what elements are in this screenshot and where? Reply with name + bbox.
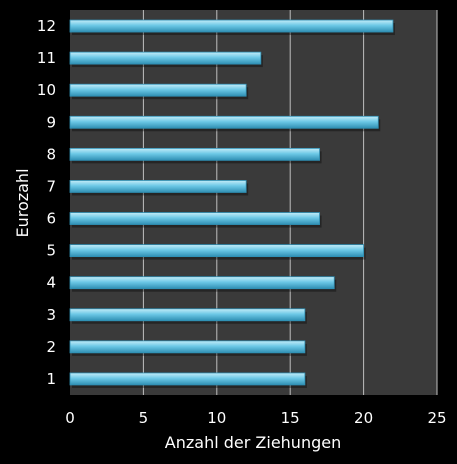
bar-2 [69,340,306,354]
y-tick-label-6: 6 [46,210,56,228]
y-tick-label-10: 10 [37,81,56,99]
bar-10 [69,83,247,97]
y-tick-label-5: 5 [46,242,56,260]
y-tick-label-7: 7 [46,177,56,195]
bar-11 [69,51,262,65]
y-tick-label-4: 4 [46,274,56,292]
y-tick-label-1: 1 [46,370,56,388]
bar-1 [69,372,306,386]
x-tick-labels: 0 5 10 15 20 25 [65,409,446,427]
bar-4 [69,276,335,290]
y-tick-label-2: 2 [46,338,56,356]
y-axis-title: Eurozahl [13,168,32,237]
x-tick-label-25: 25 [427,409,446,427]
gridlines [142,10,438,395]
y-tick-label-8: 8 [46,145,56,163]
x-tick-label-10: 10 [207,409,226,427]
x-tick-label-15: 15 [281,409,300,427]
bar-9 [69,115,379,129]
y-tick-label-12: 12 [37,17,56,35]
bar-5 [69,244,365,258]
x-tick-label-5: 5 [139,409,149,427]
bars [69,19,395,388]
x-tick-label-20: 20 [354,409,373,427]
bar-12 [69,19,394,33]
bar-7 [69,180,247,193]
bar-6 [69,212,320,225]
y-tick-label-3: 3 [46,306,56,324]
y-tick-label-11: 11 [37,49,56,67]
bar-3 [69,308,306,322]
plot-area [70,10,437,395]
y-tick-label-9: 9 [46,113,56,131]
x-tick-label-0: 0 [65,409,75,427]
x-axis-title: Anzahl der Ziehungen [165,433,341,452]
bar-8 [69,147,320,161]
